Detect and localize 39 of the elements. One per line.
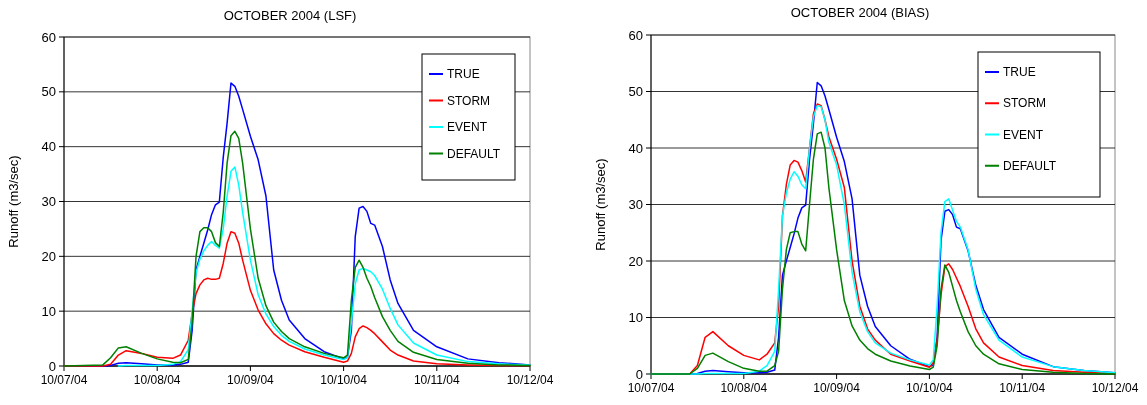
y-tick-label: 30 <box>628 197 643 213</box>
y-tick-label: 50 <box>628 84 643 100</box>
y-tick-label: 30 <box>41 194 56 210</box>
y-tick-label: 20 <box>41 248 56 264</box>
y-axis-title: Runoff (m3/sec) <box>593 158 608 251</box>
x-tick-label: 10/11/04 <box>999 381 1046 395</box>
legend-label: DEFAULT <box>1003 158 1057 173</box>
line-series <box>117 166 531 367</box>
y-tick-label: 60 <box>628 27 643 43</box>
x-tick-label: 10/12/04 <box>1091 381 1139 395</box>
x-tick-label: 10/09/04 <box>813 381 861 395</box>
x-tick-label: 10/07/04 <box>627 381 675 395</box>
y-axis-title: Runoff (m3/sec) <box>6 155 21 248</box>
x-tick-label: 10/08/04 <box>720 381 768 395</box>
chart-title: OCTOBER 2004 (BIAS) <box>790 5 930 20</box>
y-tick-label: 50 <box>41 84 56 100</box>
y-tick-label: 20 <box>628 253 643 269</box>
chart-title: OCTOBER 2004 (LSF) <box>223 8 357 23</box>
legend-label: TRUE <box>447 67 480 82</box>
legend-label: TRUE <box>1003 65 1036 80</box>
legend-label: DEFAULT <box>447 146 501 161</box>
y-tick-label: 10 <box>628 310 643 326</box>
x-tick-label: 10/09/04 <box>227 373 275 387</box>
legend-label: EVENT <box>1003 127 1044 142</box>
x-tick-label: 10/08/04 <box>133 373 181 387</box>
y-tick-label: 40 <box>628 140 643 156</box>
y-tick-label: 0 <box>48 358 56 374</box>
legend-label: STORM <box>1003 96 1047 111</box>
x-tick-label: 10/10/04 <box>320 373 368 387</box>
y-tick-label: 60 <box>41 29 56 45</box>
y-tick-label: 10 <box>41 303 56 319</box>
x-tick-label: 10/07/04 <box>40 373 88 387</box>
legend-label: STORM <box>447 93 491 108</box>
y-tick-label: 40 <box>41 139 56 155</box>
legend-label: EVENT <box>447 120 488 135</box>
x-tick-label: 10/12/04 <box>506 373 554 387</box>
y-tick-label: 0 <box>635 366 643 382</box>
x-tick-label: 10/11/04 <box>413 373 461 387</box>
x-tick-label: 10/10/04 <box>906 381 954 395</box>
